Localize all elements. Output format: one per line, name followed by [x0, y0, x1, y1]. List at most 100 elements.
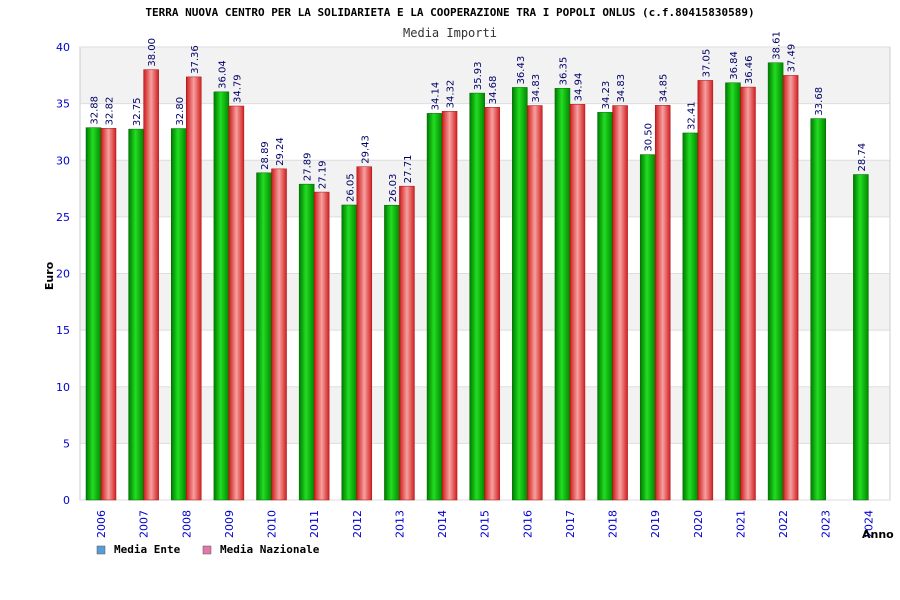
bar-ente-2018	[597, 112, 613, 501]
y-tick-label: 30	[56, 154, 70, 167]
x-tick-label: 2010	[266, 510, 279, 538]
value-label-ente-2008: 32.80	[175, 97, 186, 126]
value-label-ente-2014: 34.14	[431, 82, 442, 111]
value-label-nazionale-2009: 34.79	[232, 74, 243, 103]
x-tick-label: 2021	[734, 510, 747, 538]
value-label-ente-2006: 32.88	[90, 96, 101, 125]
x-tick-label: 2016	[521, 510, 534, 538]
value-label-ente-2009: 36.04	[217, 60, 228, 89]
y-tick-label: 35	[56, 98, 70, 111]
value-label-ente-2019: 30.50	[644, 123, 655, 152]
bar-ente-2017	[554, 88, 571, 501]
bar-nazionale-2022	[782, 75, 799, 501]
y-tick-label: 10	[56, 381, 70, 394]
value-label-ente-2007: 32.75	[132, 97, 143, 126]
x-tick-label: 2015	[479, 510, 492, 538]
bar-ente-2024	[853, 174, 869, 501]
bar-ente-2008	[171, 128, 187, 501]
value-label-nazionale-2016: 34.83	[531, 74, 542, 103]
bar-nazionale-2013	[399, 185, 415, 501]
value-label-nazionale-2013: 27.71	[403, 155, 414, 184]
bar-nazionale-2010	[271, 168, 287, 501]
value-label-ente-2023: 33.68	[814, 87, 825, 116]
bar-nazionale-2015	[484, 106, 500, 501]
value-label-nazionale-2017: 34.94	[573, 73, 584, 102]
value-label-nazionale-2007: 38.00	[147, 38, 158, 67]
bar-nazionale-2012	[356, 166, 373, 501]
bar-ente-2015	[469, 92, 485, 501]
value-label-nazionale-2022: 37.49	[787, 44, 798, 73]
value-label-nazionale-2006: 32.82	[105, 97, 116, 126]
value-label-ente-2011: 27.89	[303, 153, 314, 182]
bar-nazionale-2018	[612, 105, 628, 501]
value-label-ente-2022: 38.61	[772, 31, 783, 60]
bar-ente-2013	[384, 204, 400, 501]
bar-ente-2019	[639, 154, 656, 501]
bar-nazionale-2017	[569, 104, 586, 501]
x-tick-label: 2013	[393, 510, 406, 538]
bar-nazionale-2006	[100, 128, 117, 501]
bar-nazionale-2007	[143, 69, 159, 501]
x-tick-label: 2006	[95, 510, 108, 538]
value-label-ente-2015: 35.93	[473, 61, 484, 90]
x-axis-label: Anno	[862, 528, 894, 541]
bar-ente-2010	[256, 172, 272, 501]
value-label-nazionale-2008: 37.36	[190, 45, 201, 74]
x-tick-label: 2011	[308, 510, 321, 538]
bar-nazionale-2009	[228, 105, 245, 501]
value-label-ente-2010: 28.89	[260, 141, 271, 170]
bar-ente-2022	[767, 62, 784, 501]
value-label-nazionale-2015: 34.68	[488, 76, 499, 105]
bar-nazionale-2008	[186, 76, 202, 501]
legend-swatch-nazionale	[202, 545, 212, 555]
value-label-ente-2018: 34.23	[601, 81, 612, 110]
y-tick-label: 20	[56, 268, 70, 281]
value-label-ente-2021: 36.84	[729, 51, 740, 80]
bar-nazionale-2011	[313, 191, 330, 501]
x-tick-label: 2017	[564, 510, 577, 538]
bar-ente-2009	[213, 91, 230, 501]
bar-nazionale-2019	[654, 105, 671, 501]
x-tick-label: 2023	[820, 510, 833, 538]
value-labels: 32.88 32.82 32.75 38.00 32.80 37.36 36.04 34.79…	[90, 31, 868, 202]
bar-ente-2012	[341, 204, 358, 501]
y-tick-label: 25	[56, 211, 70, 224]
y-tick-label: 0	[63, 494, 70, 507]
x-tick-label: 2020	[692, 510, 705, 538]
x-tick-label: 2024	[862, 510, 875, 538]
legend-label-nazionale: Media Nazionale	[220, 543, 320, 556]
value-label-nazionale-2020: 37.05	[701, 49, 712, 78]
x-tick-label: 2019	[649, 510, 662, 538]
x-tick-label: 2009	[223, 510, 236, 538]
chart-title: TERRA NUOVA CENTRO PER LA SOLIDARIETA E …	[145, 6, 754, 19]
bar-ente-2021	[725, 82, 741, 501]
bar-ente-2006	[85, 127, 102, 501]
bar-ente-2011	[298, 183, 315, 501]
value-label-ente-2024: 28.74	[857, 143, 868, 172]
legend-label-ente: Media Ente	[114, 543, 181, 556]
y-tick-label: 15	[56, 324, 70, 337]
x-tick-label: 2014	[436, 510, 449, 538]
legend-swatch-ente	[96, 545, 106, 555]
y-axis-ticks: 0 5 10 15 20 25 30 35 40	[56, 41, 70, 507]
bar-ente-2007	[128, 128, 144, 501]
bar-nazionale-2014	[441, 111, 458, 501]
x-tick-label: 2022	[777, 510, 790, 538]
value-label-ente-2017: 36.35	[558, 57, 569, 86]
value-label-ente-2016: 36.43	[516, 56, 527, 85]
value-label-nazionale-2012: 29.43	[360, 135, 371, 164]
bar-ente-2016	[512, 87, 528, 501]
value-label-ente-2013: 26.03	[388, 174, 399, 203]
legend: Media Ente Media Nazionale	[96, 543, 320, 556]
value-label-ente-2012: 26.05	[345, 173, 356, 202]
value-label-nazionale-2010: 29.24	[275, 137, 286, 166]
y-tick-label: 40	[56, 41, 70, 54]
bar-ente-2023	[810, 118, 826, 501]
bar-ente-2020	[682, 132, 699, 501]
value-label-ente-2020: 32.41	[686, 101, 697, 130]
bars	[85, 62, 869, 501]
x-tick-label: 2008	[180, 510, 193, 538]
y-tick-label: 5	[63, 437, 70, 450]
bar-nazionale-2020	[697, 80, 714, 501]
